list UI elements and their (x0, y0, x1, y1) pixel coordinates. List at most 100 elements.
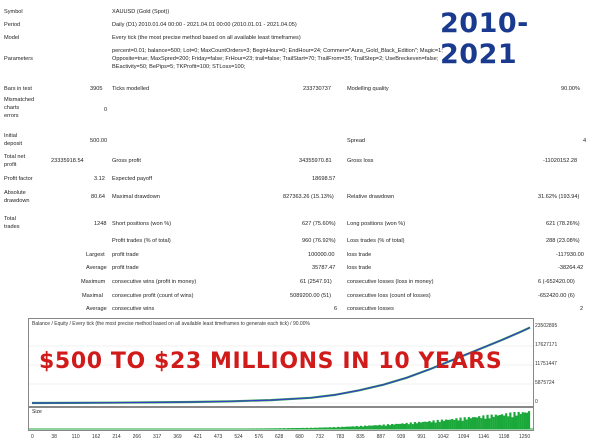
size-bar (264, 428, 267, 429)
size-bar (482, 415, 485, 429)
size-bar (168, 428, 172, 429)
symbol-value: XAUUSD (Gold (Spot)) (112, 9, 170, 15)
size-bar (442, 420, 446, 429)
size-bar (129, 428, 132, 429)
x-tick-label: 732 (315, 434, 324, 440)
absolute-drawdown-label-2: drawdown (4, 198, 30, 204)
size-bar (32, 428, 35, 429)
size-bar (212, 428, 215, 429)
x-tick-label: 680 (295, 434, 304, 440)
size-bar (357, 426, 360, 429)
size-bar (56, 428, 60, 429)
size-bar (189, 428, 192, 429)
gross-profit-label: Gross profit (112, 158, 141, 164)
size-bar (328, 427, 331, 429)
size-bar (54, 428, 58, 429)
size-bar (409, 422, 412, 429)
size-bar (488, 418, 491, 429)
size-bar (415, 423, 419, 429)
size-bar (158, 428, 161, 429)
balance-line (31, 326, 531, 404)
maximal-profit-value: 5089200.00 (51) (290, 293, 332, 299)
size-bar (337, 426, 340, 429)
size-bar (405, 422, 408, 429)
size-bar (486, 414, 489, 429)
y-tick-label: 17627171 (535, 342, 558, 348)
size-bar (166, 428, 170, 429)
size-bar (386, 424, 390, 429)
size-bar (177, 428, 180, 429)
size-bar (467, 417, 470, 429)
largest-label: Largest (86, 252, 105, 258)
size-bar (324, 427, 327, 429)
size-bar (449, 419, 452, 429)
size-bar (322, 427, 325, 429)
size-bar (137, 428, 141, 429)
size-bar (525, 412, 529, 429)
size-bar (312, 428, 315, 429)
x-tick-label: 110 (71, 434, 80, 440)
size-bar (42, 428, 45, 429)
size-bar (77, 428, 80, 429)
chart-header: Balance / Equity / Every tick (the most … (32, 321, 310, 327)
size-bar (476, 417, 479, 429)
size-bar (106, 428, 109, 429)
size-bar (224, 428, 228, 429)
deposit-value: 500.00 (90, 138, 108, 144)
size-bar (393, 424, 396, 429)
size-bar (65, 428, 68, 429)
size-bar (235, 428, 238, 429)
size-bar (291, 428, 294, 429)
size-bar (372, 425, 375, 429)
size-bar (355, 426, 358, 429)
x-tick-label: 576 (254, 434, 263, 440)
model-value: Every tick (the most precise method base… (112, 35, 301, 41)
size-bar (351, 426, 354, 429)
deposit-label-2: deposit (4, 141, 23, 147)
size-bar (465, 419, 468, 429)
size-bar (399, 423, 402, 429)
size-bar (505, 413, 508, 429)
total-trades-value: 1248 (94, 221, 107, 227)
avg-consecutive-losses-label: consecutive losses (347, 306, 394, 312)
size-bar (185, 428, 188, 429)
loss-trades-label: Loss trades (% of total) (347, 238, 405, 244)
size-bar (438, 421, 441, 429)
size-bar (384, 425, 387, 429)
x-tick-label: 939 (397, 434, 406, 440)
largest-loss-value: -117930.00 (556, 252, 584, 258)
absolute-drawdown-label: Absolute (4, 190, 26, 196)
deposit-label: Initial (4, 133, 18, 139)
gross-profit-value: 34355970.81 (299, 158, 332, 164)
size-bar (46, 428, 49, 429)
size-bar (287, 428, 290, 429)
x-tick-label: 369 (173, 434, 182, 440)
size-bar (233, 428, 236, 429)
x-tick-label: 0 (31, 434, 34, 440)
x-tick-label: 835 (356, 434, 365, 440)
largest-loss-label: loss trade (347, 252, 372, 258)
size-bar (457, 420, 460, 429)
size-bar (119, 428, 122, 429)
size-bar (305, 427, 309, 429)
gross-loss-label: Gross loss (347, 158, 374, 164)
size-bar (515, 415, 518, 429)
size-bar (52, 428, 55, 429)
x-tick-label: 887 (376, 434, 385, 440)
size-bar (407, 424, 410, 429)
y-tick-label: 5875724 (535, 380, 555, 386)
mismatched-value: 0 (104, 107, 108, 113)
size-bar (301, 427, 304, 429)
size-bar (461, 420, 464, 429)
size-bar (144, 428, 147, 429)
size-bar (297, 427, 300, 429)
size-bar (278, 428, 282, 429)
maximal-drawdown-label: Maximal drawdown (112, 194, 160, 200)
y-tick-label: 0 (535, 399, 538, 405)
x-tick-label: 1250 (519, 434, 531, 440)
size-bar (376, 425, 379, 429)
size-bar (347, 426, 350, 429)
size-bar (218, 428, 221, 429)
size-bar (521, 412, 524, 429)
size-bar (193, 428, 197, 429)
